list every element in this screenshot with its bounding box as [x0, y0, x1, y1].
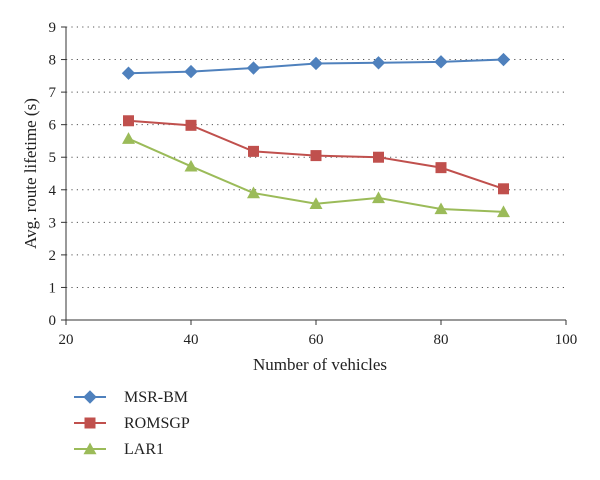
legend-marker — [84, 417, 96, 429]
data-point-lar1 — [434, 202, 448, 215]
data-point-romsgp — [185, 119, 197, 131]
data-point-msr-bm — [309, 56, 323, 71]
data-point-romsgp — [310, 150, 322, 162]
data-point-msr-bm — [121, 66, 136, 80]
data-point-lar1 — [184, 159, 198, 172]
x-tick-labels: 20 40 60 80 100 — [59, 332, 578, 348]
data-point-lar1 — [309, 197, 323, 209]
data-point-lar1 — [497, 205, 510, 218]
legend: MSR-BM ROMSGP LAR1 — [74, 389, 190, 458]
data-point-msr-bm — [246, 61, 261, 75]
x-tick-label: 80 — [434, 332, 449, 348]
series-msr-bm — [121, 52, 511, 80]
series-lar1 — [122, 132, 510, 218]
y-tick-label: 4 — [49, 183, 57, 199]
legend-item-lar1: LAR1 — [74, 441, 164, 458]
x-tick-label: 60 — [309, 332, 324, 348]
data-point-msr-bm — [371, 56, 386, 70]
legend-label: ROMSGP — [124, 415, 190, 432]
legend-marker — [83, 390, 97, 404]
series-romsgp — [123, 115, 509, 195]
y-tick-label: 5 — [49, 150, 57, 166]
legend-marker — [83, 442, 97, 455]
data-point-romsgp — [248, 145, 259, 157]
data-point-romsgp — [435, 162, 447, 174]
data-point-lar1 — [247, 186, 260, 199]
legend-label: LAR1 — [124, 441, 164, 458]
data-point-romsgp — [373, 151, 384, 163]
legend-item-msr-bm: MSR-BM — [74, 389, 188, 406]
y-tick-label: 9 — [49, 20, 57, 36]
x-tick-label: 20 — [59, 332, 74, 348]
y-tick-label: 1 — [49, 280, 57, 296]
y-tick-label: 7 — [49, 85, 57, 101]
x-axis-label: Number of vehicles — [253, 355, 387, 374]
x-tick-label: 40 — [184, 332, 199, 348]
x-tick-label: 100 — [555, 332, 578, 348]
data-point-lar1 — [122, 132, 135, 144]
axes — [61, 26, 567, 325]
y-tick-labels: 0 1 2 3 4 5 6 7 8 9 — [49, 20, 57, 329]
y-tick-label: 3 — [49, 215, 57, 231]
y-tick-label: 0 — [49, 313, 57, 329]
y-tick-label: 2 — [49, 248, 57, 264]
y-tick-label: 6 — [49, 118, 57, 134]
legend-label: MSR-BM — [124, 389, 188, 406]
legend-item-romsgp: ROMSGP — [74, 415, 190, 432]
y-tick-label: 8 — [49, 53, 57, 69]
data-point-romsgp — [123, 115, 134, 127]
data-point-romsgp — [498, 183, 509, 195]
series-layer — [121, 52, 511, 218]
data-point-lar1 — [372, 191, 385, 204]
data-point-msr-bm — [184, 64, 198, 79]
data-point-msr-bm — [496, 52, 511, 67]
y-axis-label: Avg. route lifetime (s) — [21, 98, 40, 249]
data-point-msr-bm — [434, 55, 448, 69]
